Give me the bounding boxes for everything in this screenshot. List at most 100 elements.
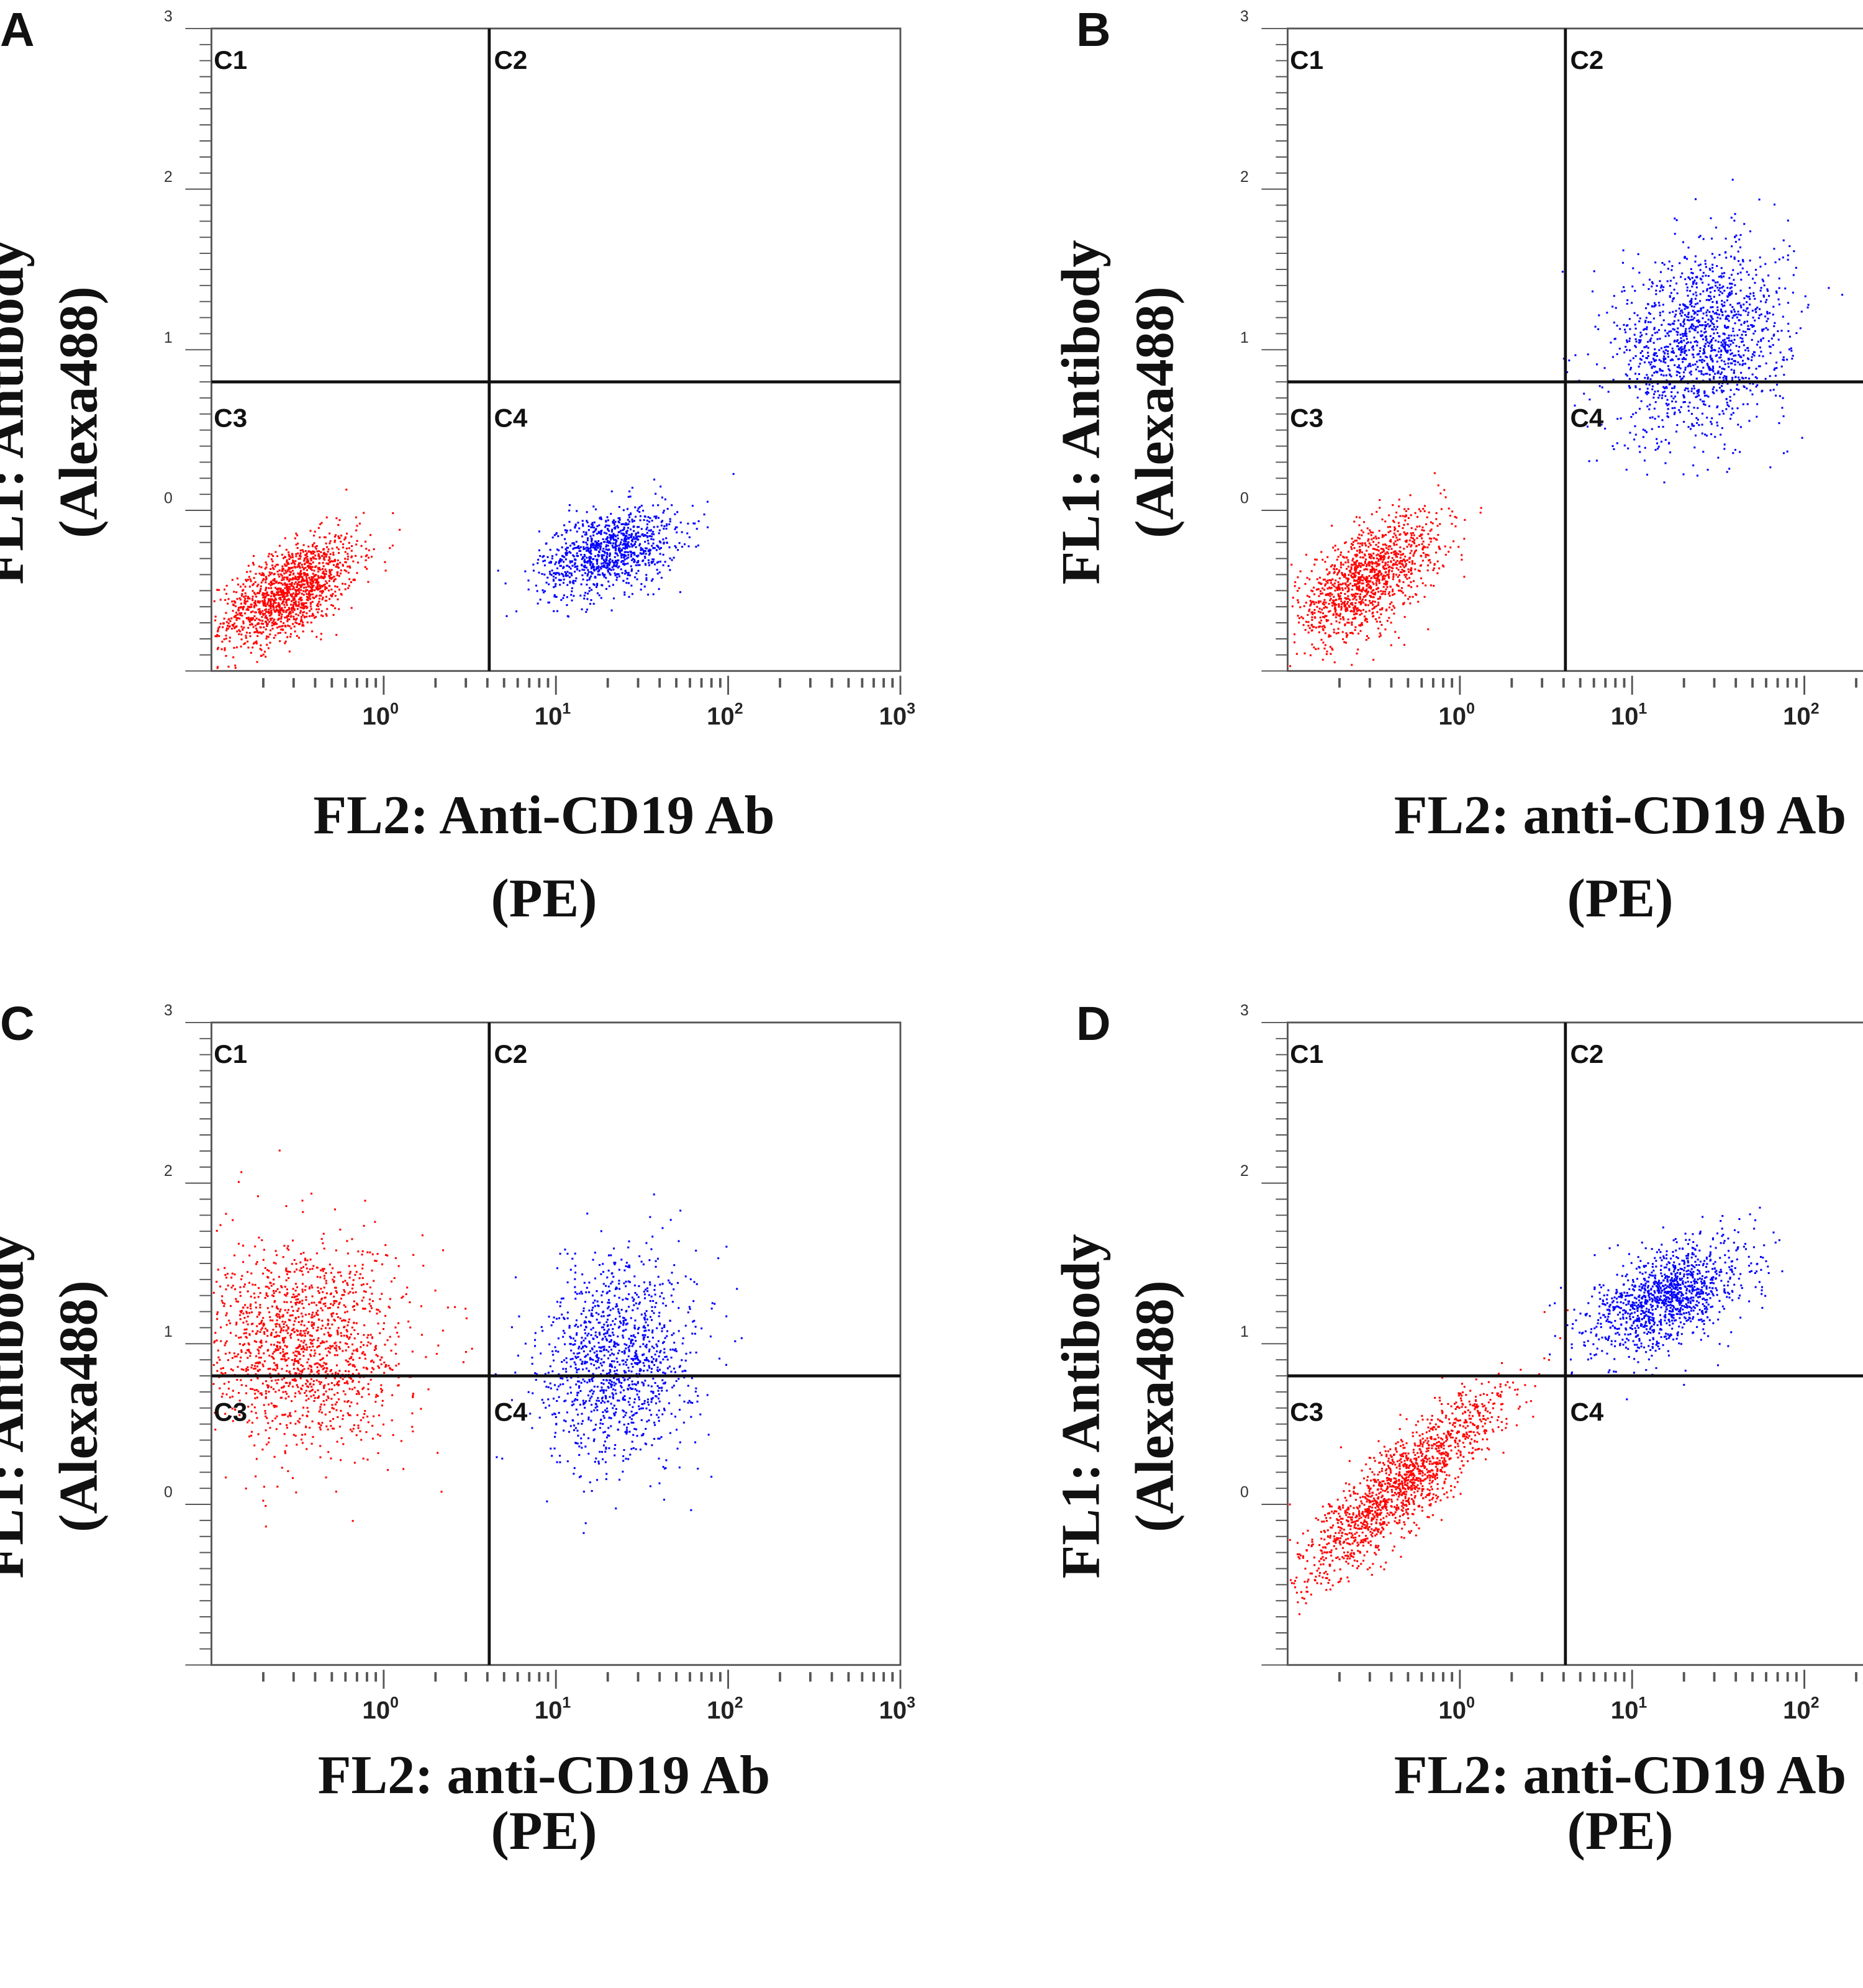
data-point bbox=[337, 535, 339, 537]
data-point bbox=[1688, 246, 1690, 248]
data-point bbox=[1428, 554, 1430, 556]
data-point bbox=[576, 510, 578, 512]
data-point bbox=[317, 580, 319, 582]
data-point bbox=[630, 543, 632, 545]
data-point bbox=[576, 553, 578, 554]
data-point bbox=[1695, 283, 1697, 285]
data-point bbox=[1716, 389, 1718, 391]
data-point bbox=[627, 578, 628, 580]
data-point bbox=[306, 562, 308, 564]
data-point bbox=[1393, 613, 1395, 615]
data-point bbox=[1363, 577, 1365, 579]
data-point bbox=[1707, 469, 1709, 471]
data-point bbox=[1438, 547, 1440, 549]
data-point bbox=[338, 575, 340, 577]
data-point bbox=[1668, 442, 1670, 444]
data-point bbox=[1684, 308, 1686, 310]
data-point bbox=[326, 608, 328, 610]
data-point bbox=[310, 568, 312, 570]
data-point bbox=[595, 528, 597, 530]
data-point bbox=[237, 584, 239, 585]
data-point bbox=[589, 559, 591, 561]
data-point bbox=[1369, 585, 1371, 587]
data-point bbox=[246, 631, 248, 633]
data-point bbox=[1717, 317, 1719, 319]
data-point bbox=[1324, 615, 1326, 617]
data-point bbox=[1398, 574, 1400, 576]
data-point bbox=[1718, 289, 1720, 291]
data-point bbox=[1334, 549, 1336, 551]
data-point bbox=[1338, 632, 1339, 634]
data-point bbox=[1362, 579, 1364, 581]
data-point bbox=[1635, 355, 1637, 357]
data-point bbox=[591, 526, 593, 528]
data-point bbox=[320, 603, 322, 605]
data-point bbox=[594, 522, 596, 523]
data-point bbox=[505, 615, 507, 617]
data-point bbox=[1633, 312, 1635, 314]
data-point bbox=[1431, 528, 1433, 530]
data-point bbox=[622, 547, 624, 549]
data-point bbox=[1339, 584, 1341, 585]
data-point bbox=[587, 569, 589, 571]
data-point bbox=[1411, 527, 1413, 529]
data-point bbox=[291, 584, 292, 585]
data-point bbox=[1351, 564, 1353, 566]
data-point bbox=[627, 527, 629, 529]
data-point bbox=[1653, 328, 1655, 330]
data-point bbox=[628, 541, 630, 543]
data-point bbox=[1778, 339, 1780, 341]
data-point bbox=[1410, 567, 1412, 569]
data-point bbox=[1664, 361, 1666, 363]
data-point bbox=[1422, 508, 1424, 510]
data-point bbox=[1692, 349, 1694, 351]
data-point bbox=[1715, 328, 1717, 330]
data-point bbox=[1320, 583, 1322, 585]
data-point bbox=[1694, 363, 1696, 365]
data-point bbox=[1692, 273, 1694, 274]
data-point bbox=[1621, 291, 1623, 292]
data-point bbox=[308, 567, 310, 569]
data-point bbox=[260, 590, 261, 592]
data-point bbox=[1397, 569, 1399, 571]
data-point bbox=[287, 625, 289, 626]
data-point bbox=[656, 526, 658, 528]
data-point bbox=[1371, 563, 1373, 565]
data-point bbox=[623, 509, 625, 511]
data-point bbox=[1739, 264, 1741, 266]
data-point bbox=[333, 614, 335, 616]
data-point bbox=[1351, 568, 1353, 570]
data-point bbox=[1702, 433, 1703, 435]
data-point bbox=[333, 564, 335, 566]
data-point bbox=[1372, 531, 1374, 533]
data-point bbox=[1369, 543, 1371, 544]
data-point bbox=[1310, 600, 1312, 602]
data-point bbox=[1695, 255, 1697, 257]
data-point bbox=[239, 614, 241, 616]
data-point bbox=[1635, 328, 1637, 330]
data-point bbox=[1675, 355, 1677, 357]
panel-b: B FL1: Antibody(Alexa488) FL2: anti-CD19… bbox=[1076, 0, 1863, 994]
data-point bbox=[1330, 598, 1332, 600]
data-point bbox=[1433, 564, 1435, 566]
data-point bbox=[542, 589, 543, 591]
data-point bbox=[567, 547, 569, 549]
data-point bbox=[1675, 310, 1677, 312]
data-point bbox=[310, 608, 312, 610]
data-point bbox=[1653, 393, 1655, 395]
data-point bbox=[612, 566, 614, 568]
data-point bbox=[688, 545, 690, 547]
data-point bbox=[586, 543, 588, 545]
data-point bbox=[1372, 592, 1374, 594]
data-point bbox=[284, 565, 286, 567]
data-point bbox=[1637, 397, 1639, 399]
data-point bbox=[289, 574, 291, 576]
data-point bbox=[607, 528, 609, 530]
data-point bbox=[1729, 287, 1731, 289]
data-point bbox=[1743, 309, 1744, 311]
data-point bbox=[266, 623, 268, 625]
data-point bbox=[233, 591, 235, 593]
data-point bbox=[1705, 335, 1707, 337]
data-point bbox=[1720, 356, 1721, 358]
data-point bbox=[1403, 571, 1405, 572]
